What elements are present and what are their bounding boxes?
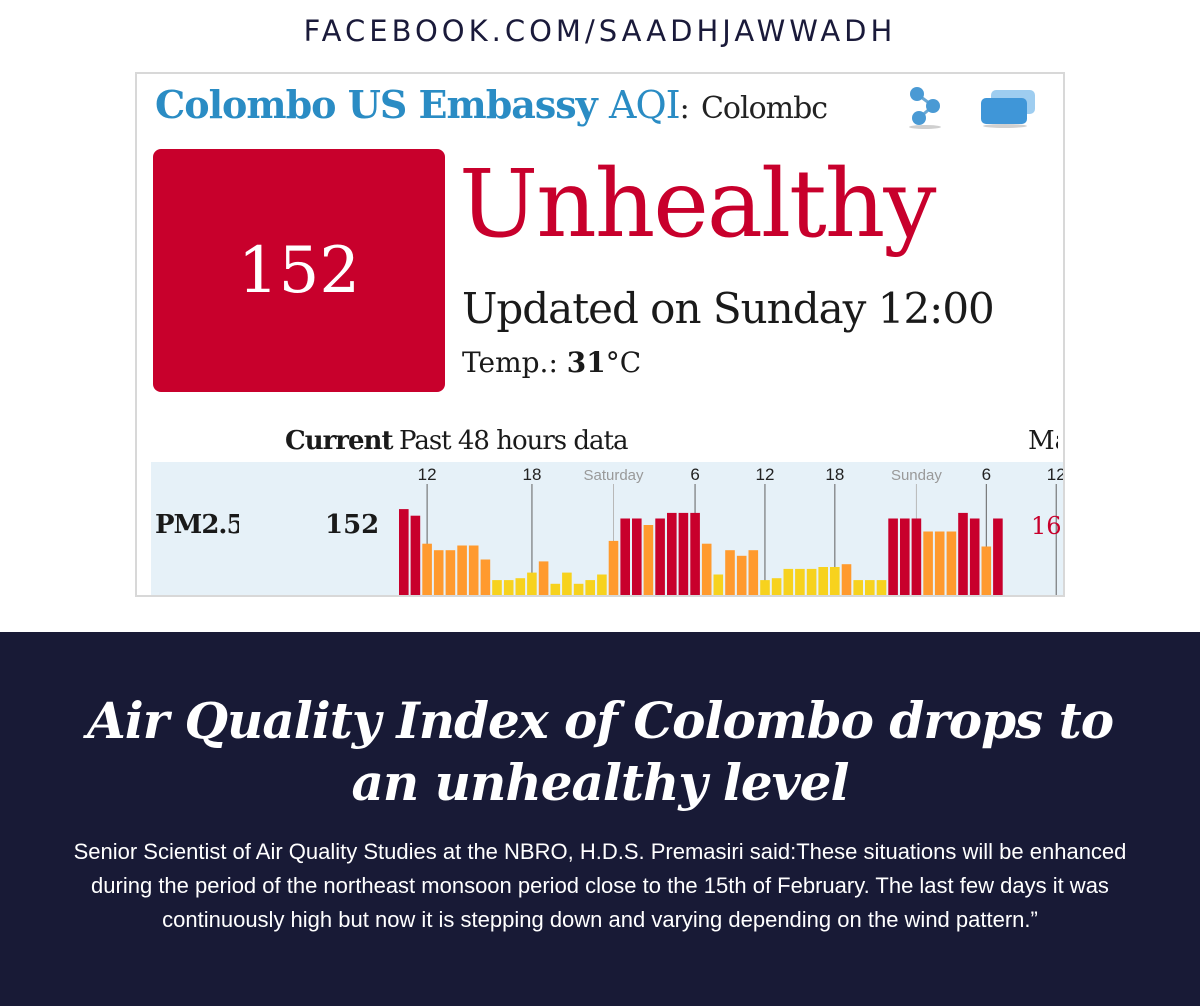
pm25-history-chart: 12 18 Saturday 6 12 18 Sunday 6 12 (399, 465, 1065, 596)
chart-bar[interactable] (946, 531, 957, 596)
chart-bar[interactable] (725, 550, 735, 595)
app-title-main: Colombo US Embassy (155, 82, 598, 127)
chart-bar[interactable] (876, 580, 887, 595)
chart-bar[interactable] (573, 583, 584, 595)
column-header-max: Ma (1028, 426, 1058, 456)
chart-bar[interactable] (515, 578, 526, 595)
chart-bar[interactable] (900, 518, 910, 596)
chart-bar[interactable] (597, 574, 607, 596)
cards-icon[interactable] (977, 88, 1039, 133)
pm25-data-row[interactable]: 12 18 Saturday 6 12 18 Sunday 6 12 PM2.5 152 16 (151, 462, 1065, 596)
app-title-colon: : (679, 91, 690, 126)
headline-line-1: Air Quality Index of Colombo drops to (86, 691, 1114, 750)
chart-tick-label: Sunday (891, 467, 942, 484)
chart-tick-label: 18 (522, 465, 541, 484)
updated-time: Updated on Sunday 12:00 (462, 284, 995, 333)
chart-bar[interactable] (969, 518, 980, 596)
chart-tick-label: 12 (1047, 465, 1065, 484)
facebook-page-url: FACEBOOK.COM/SAADHJAWWADH (303, 14, 897, 48)
chart-bar[interactable] (632, 518, 642, 596)
aqi-value: 152 (237, 233, 361, 308)
chart-bar[interactable] (620, 518, 630, 596)
chart-bar[interactable] (713, 574, 724, 596)
chart-bar[interactable] (923, 531, 933, 596)
pollutant-current-value: 152 (325, 510, 380, 540)
chart-bar[interactable] (818, 567, 828, 595)
temperature: Temp.: 31°C (462, 346, 641, 379)
chart-bar[interactable] (492, 580, 502, 595)
pollutant-name: PM2.5 (155, 510, 239, 540)
chart-bar[interactable] (527, 572, 537, 595)
headline-line-2: an unhealthy level (351, 753, 850, 812)
chart-bar[interactable] (655, 518, 665, 596)
chart-tick-label: 12 (755, 465, 774, 484)
chart-bar[interactable] (783, 568, 794, 595)
chart-bar[interactable] (445, 550, 456, 595)
chart-bar[interactable] (888, 518, 898, 596)
chart-bar[interactable] (480, 559, 491, 596)
chart-bar[interactable] (538, 561, 549, 595)
aqi-app-screenshot: Colombo US Embassy AQI: Colombc 152 Unhe… (135, 72, 1065, 597)
pollutant-max-value: 16 (1031, 512, 1062, 540)
chart-bar[interactable] (911, 518, 922, 596)
chart-bar[interactable] (771, 578, 782, 595)
chart-tick-label: Saturday (583, 467, 644, 484)
chart-bar[interactable] (795, 568, 805, 595)
temp-label: Temp.: (462, 346, 567, 379)
chart-bar[interactable] (399, 509, 409, 595)
chart-bar[interactable] (736, 555, 747, 595)
chart-bar[interactable] (981, 546, 992, 596)
chart-bar[interactable] (457, 545, 467, 596)
chart-bar[interactable] (690, 512, 700, 595)
chart-bar[interactable] (608, 540, 619, 595)
chart-tick-label: 6 (690, 465, 699, 484)
chart-tick-label: 6 (982, 465, 991, 484)
chart-bar[interactable] (468, 545, 479, 596)
chart-bar[interactable] (643, 525, 654, 595)
chart-bar[interactable] (748, 550, 759, 595)
chart-bar[interactable] (678, 512, 689, 595)
chart-bar[interactable] (701, 543, 712, 595)
headline: Air Quality Index of Colombo drops to an … (40, 690, 1160, 814)
app-title-aqi: AQI (609, 83, 681, 127)
chart-tick-label: 12 (418, 465, 437, 484)
chart-bar[interactable] (503, 580, 514, 595)
chart-bar[interactable] (853, 580, 863, 595)
chart-bar[interactable] (667, 512, 677, 595)
aqi-value-box: 152 (153, 149, 445, 392)
chart-bar[interactable] (934, 531, 945, 596)
app-title: Colombo US Embassy AQI: Colombc (155, 82, 828, 127)
column-header-current: Current (285, 426, 393, 456)
chart-bar[interactable] (433, 550, 444, 595)
chart-bar[interactable] (585, 580, 595, 595)
chart-bar[interactable] (562, 572, 572, 595)
share-icon[interactable] (905, 84, 945, 135)
chart-bar[interactable] (993, 518, 1003, 596)
quote-text: Senior Scientist of Air Quality Studies … (73, 839, 1127, 932)
chart-bar[interactable] (422, 543, 432, 595)
chart-tick-label: 18 (825, 465, 844, 484)
temp-unit: °C (605, 346, 642, 379)
article-banner: Air Quality Index of Colombo drops to an … (0, 632, 1200, 1006)
column-header-past: Past 48 hours data (399, 426, 629, 456)
chart-bar[interactable] (830, 567, 840, 595)
app-title-location: Colombc (700, 91, 828, 126)
temp-value: 31 (566, 346, 606, 379)
chart-bar[interactable] (865, 580, 875, 595)
chart-bar[interactable] (841, 564, 852, 595)
chart-bar[interactable] (550, 583, 561, 595)
chart-bar[interactable] (806, 568, 817, 595)
chart-bar[interactable] (410, 515, 421, 595)
aqi-status: Unhealthy (459, 150, 936, 259)
chart-bar[interactable] (760, 580, 770, 595)
chart-bar[interactable] (958, 512, 968, 595)
